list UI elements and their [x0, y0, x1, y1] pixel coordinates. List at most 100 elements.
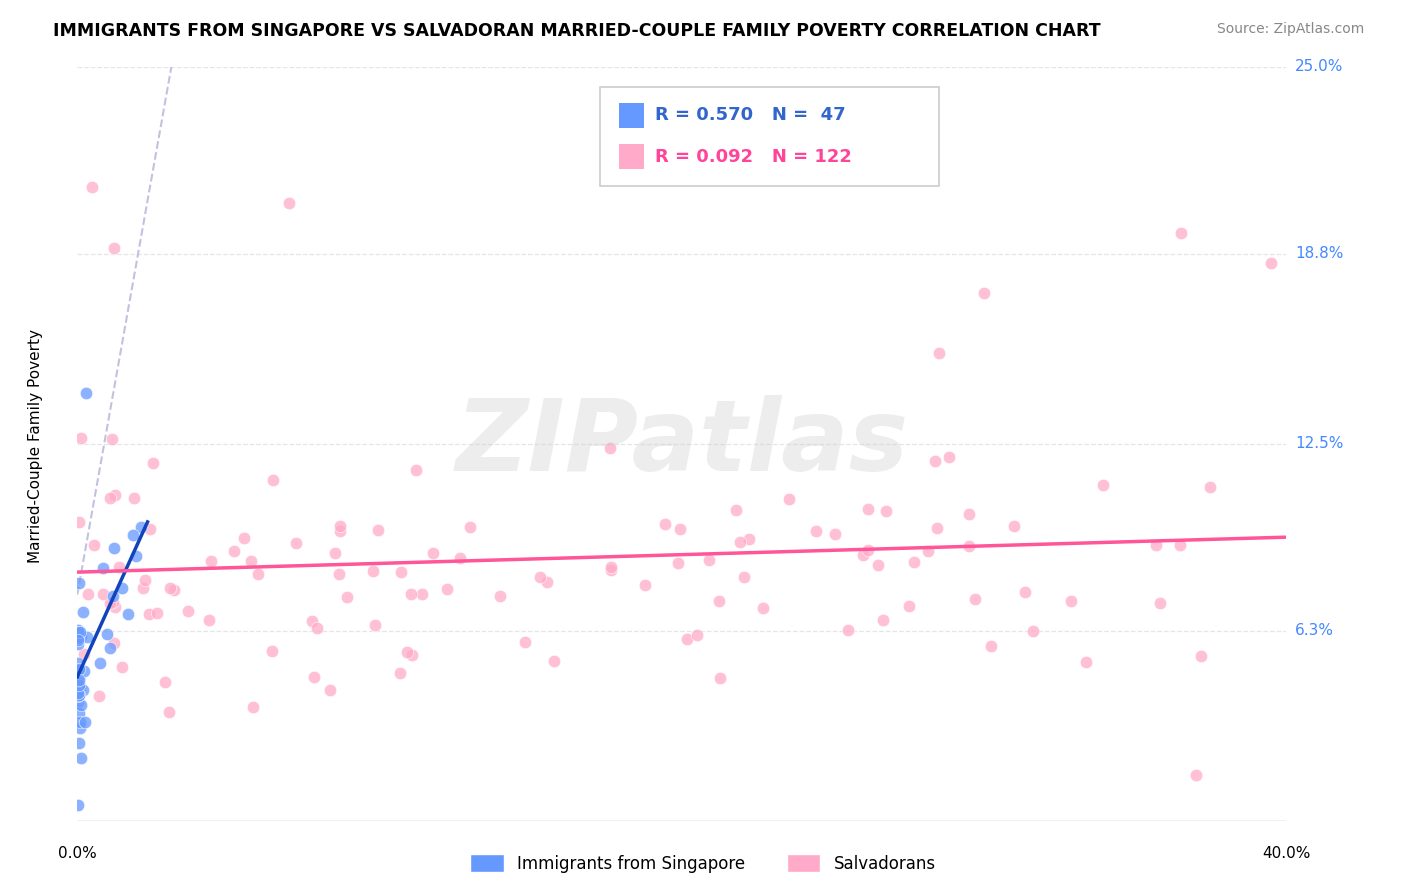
Point: [89, 690, 111, 704]
Point: [917, 544, 939, 558]
Point: [1149, 596, 1171, 610]
Text: 12.5%: 12.5%: [1295, 436, 1343, 451]
Point: [70, 629, 93, 643]
Point: [600, 559, 623, 574]
Point: [405, 463, 427, 477]
Text: Married-Couple Family Poverty: Married-Couple Family Poverty: [28, 329, 42, 563]
Point: [134, 573, 156, 587]
Point: [101, 432, 124, 446]
Point: [66, 689, 89, 703]
Point: [973, 285, 995, 300]
Point: [111, 581, 134, 595]
Point: [104, 600, 127, 615]
Point: [897, 599, 920, 613]
Point: [67, 663, 90, 677]
Point: [411, 587, 433, 601]
Point: [323, 546, 346, 560]
Point: [139, 522, 162, 536]
Point: [634, 578, 657, 592]
Point: [157, 706, 180, 720]
Point: [242, 700, 264, 714]
Point: [669, 521, 692, 535]
Point: [738, 532, 761, 546]
Point: [307, 621, 329, 635]
Point: [67, 688, 90, 702]
Point: [233, 531, 256, 545]
Point: [875, 504, 897, 518]
Point: [146, 606, 169, 620]
Point: [98, 596, 121, 610]
Point: [903, 555, 925, 569]
Point: [395, 645, 418, 659]
Point: [129, 520, 152, 534]
Point: [872, 613, 894, 627]
Point: [70, 750, 93, 764]
Point: [103, 241, 125, 255]
Point: [868, 558, 890, 572]
Point: [104, 488, 127, 502]
Point: [543, 654, 565, 668]
Point: [67, 662, 90, 676]
Point: [66, 694, 89, 708]
Point: [449, 551, 471, 566]
Point: [654, 517, 676, 532]
Point: [96, 627, 118, 641]
Point: [529, 570, 551, 584]
Point: [222, 544, 245, 558]
Point: [72, 682, 94, 697]
Point: [401, 648, 423, 662]
Point: [69, 680, 91, 694]
Point: [67, 678, 90, 692]
Point: [336, 590, 359, 604]
Point: [707, 594, 730, 608]
Point: [69, 625, 91, 640]
Point: [82, 180, 104, 194]
Point: [1092, 478, 1115, 492]
Point: [458, 520, 481, 534]
Point: [364, 618, 387, 632]
Point: [980, 639, 1002, 653]
Point: [304, 670, 326, 684]
Point: [159, 581, 181, 595]
Text: ZIPatlas: ZIPatlas: [456, 395, 908, 492]
Point: [938, 450, 960, 464]
Point: [125, 549, 148, 564]
Point: [1168, 538, 1191, 552]
Point: [1170, 226, 1192, 240]
Point: [67, 624, 90, 638]
Point: [367, 524, 389, 538]
Text: 0.0%: 0.0%: [58, 846, 97, 861]
Point: [284, 536, 307, 550]
Point: [856, 543, 879, 558]
Point: [925, 520, 948, 534]
Point: [103, 541, 125, 555]
Text: IMMIGRANTS FROM SINGAPORE VS SALVADORAN MARRIED-COUPLE FAMILY POVERTY CORRELATIO: IMMIGRANTS FROM SINGAPORE VS SALVADORAN …: [53, 22, 1101, 40]
Point: [733, 570, 755, 584]
Point: [103, 589, 125, 603]
Point: [1185, 768, 1208, 782]
Point: [824, 526, 846, 541]
Text: 6.3%: 6.3%: [1295, 624, 1334, 638]
Point: [67, 624, 90, 639]
Point: [103, 636, 125, 650]
Point: [69, 721, 91, 735]
Point: [246, 567, 269, 582]
Point: [69, 715, 91, 730]
Point: [724, 503, 747, 517]
Point: [132, 581, 155, 595]
Point: [67, 798, 90, 813]
Point: [1060, 594, 1083, 608]
Point: [75, 385, 97, 400]
Point: [67, 515, 90, 529]
Point: [200, 554, 222, 568]
Point: [262, 473, 284, 487]
Point: [436, 582, 458, 596]
Point: [957, 507, 980, 521]
Point: [67, 736, 90, 750]
Point: [89, 656, 111, 670]
Point: [69, 698, 91, 712]
Point: [599, 563, 621, 577]
Point: [66, 673, 89, 688]
Point: [198, 613, 221, 627]
Point: [67, 630, 90, 644]
